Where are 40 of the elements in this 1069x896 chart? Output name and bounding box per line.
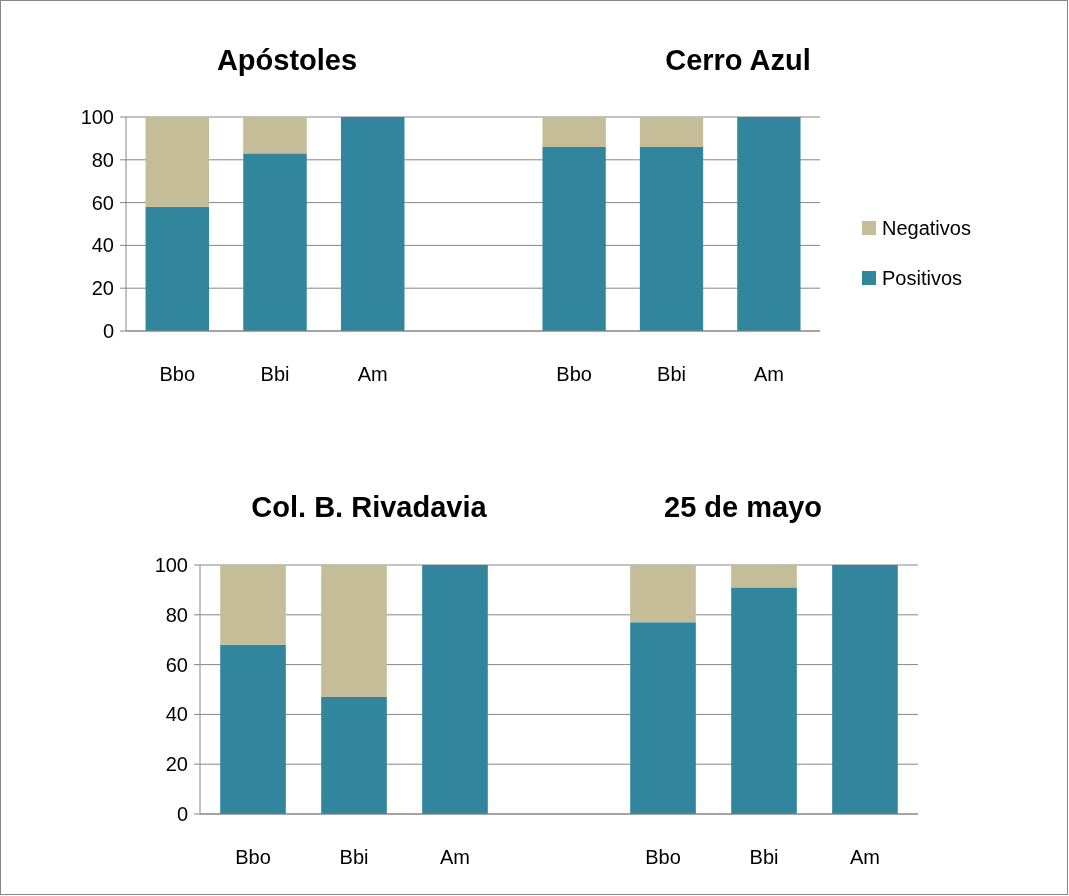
bar: [220, 644, 286, 814]
x-tick-label: Bbi: [339, 846, 369, 868]
x-tick-label: Am: [753, 363, 784, 385]
y-tick-label: 80: [165, 603, 188, 626]
x-tick-label: Bbo: [645, 846, 681, 868]
x-tick-label: Bbo: [159, 363, 196, 385]
bar: [145, 117, 210, 207]
x-tick-label: Bbo: [235, 846, 271, 868]
y-tick-label: 0: [176, 803, 188, 825]
chart-title: Cerro Azul: [665, 44, 811, 76]
bar: [243, 117, 307, 154]
chart-title: Apóstoles: [216, 44, 358, 76]
bar: [145, 206, 210, 331]
chart-title: 25 de mayo: [664, 491, 822, 523]
x-tick-label: Bbi: [749, 846, 779, 868]
bar: [243, 153, 307, 331]
x-tick-label: Bbo: [556, 363, 592, 385]
y-tick-label: 80: [91, 148, 114, 171]
y-tick-label: 100: [154, 554, 188, 576]
x-tick-label: Am: [849, 846, 880, 868]
x-tick-label: Bbi: [657, 363, 686, 385]
bar: [422, 565, 488, 814]
x-tick-label: Bbi: [260, 363, 290, 385]
x-tick-label: Am: [439, 846, 470, 868]
legend-label: Negativos: [882, 217, 971, 239]
y-tick-label: 60: [91, 191, 114, 214]
y-tick-label: 20: [91, 277, 114, 300]
y-tick-label: 20: [165, 753, 188, 776]
bar: [220, 565, 286, 645]
chart-title: Col. B. Rivadavia: [251, 491, 488, 523]
y-tick-label: 40: [165, 703, 188, 726]
bar: [321, 696, 387, 814]
bar: [340, 117, 405, 331]
y-tick-label: 100: [80, 106, 114, 128]
y-tick-label: 60: [165, 653, 188, 676]
x-tick-label: Am: [357, 363, 388, 385]
y-tick-label: 40: [91, 234, 114, 257]
legend-label: Positivos: [882, 267, 963, 289]
y-tick-label: 0: [102, 320, 114, 342]
bar: [321, 565, 387, 697]
